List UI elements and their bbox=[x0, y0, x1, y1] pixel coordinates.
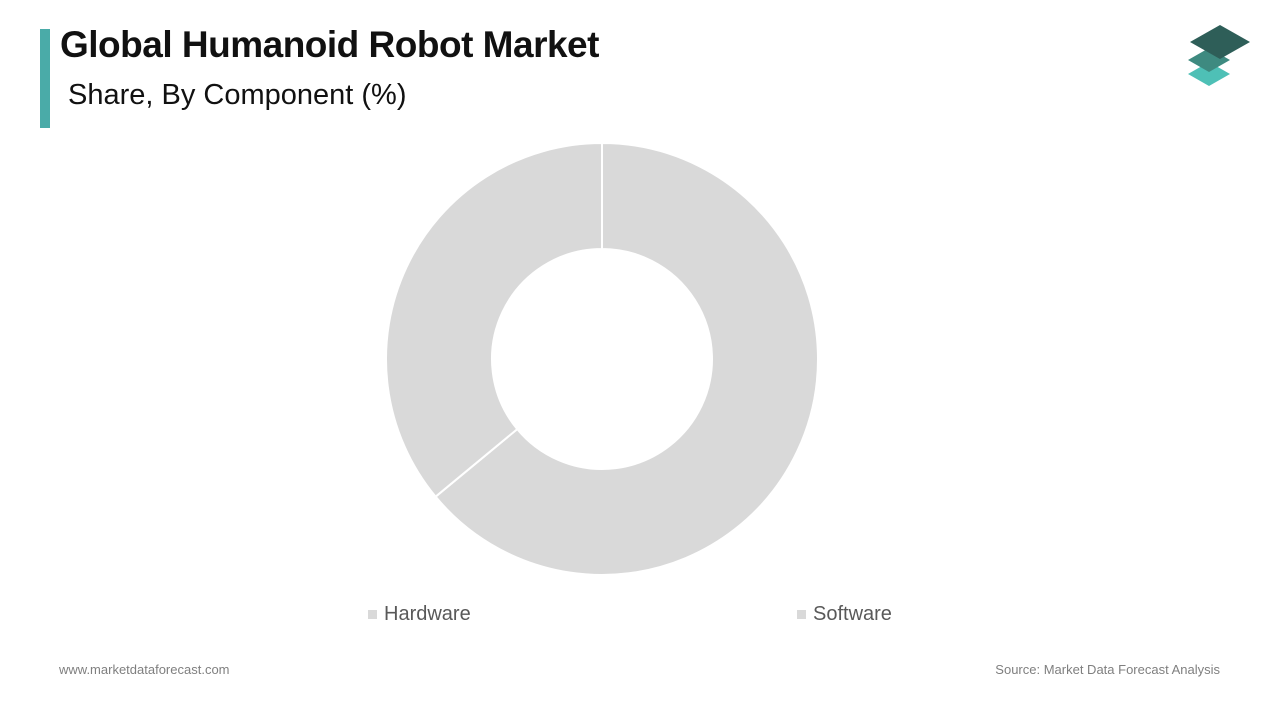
legend-item-hardware: Hardware bbox=[368, 602, 471, 626]
legend-swatch-software bbox=[797, 609, 806, 619]
donut-slice-hardware bbox=[434, 141, 819, 576]
website-url[interactable]: www.marketdataforecast.com bbox=[59, 662, 230, 677]
legend-label-hardware: Hardware bbox=[384, 602, 471, 625]
chart-subtitle: Share, By Component (%) bbox=[68, 79, 407, 111]
logo-layer-bottom bbox=[1188, 62, 1230, 86]
donut-slice-software bbox=[385, 141, 603, 499]
chart-title: Global Humanoid Robot Market bbox=[60, 24, 599, 65]
stacked-layers-logo-icon bbox=[1188, 25, 1250, 86]
legend-swatch-hardware bbox=[368, 609, 377, 619]
logo-layer-top bbox=[1190, 25, 1250, 59]
legend-item-software: Software bbox=[797, 602, 892, 626]
source-note: Source: Market Data Forecast Analysis bbox=[995, 662, 1220, 677]
legend-label-software: Software bbox=[813, 602, 892, 625]
title-accent-bar bbox=[40, 29, 50, 128]
